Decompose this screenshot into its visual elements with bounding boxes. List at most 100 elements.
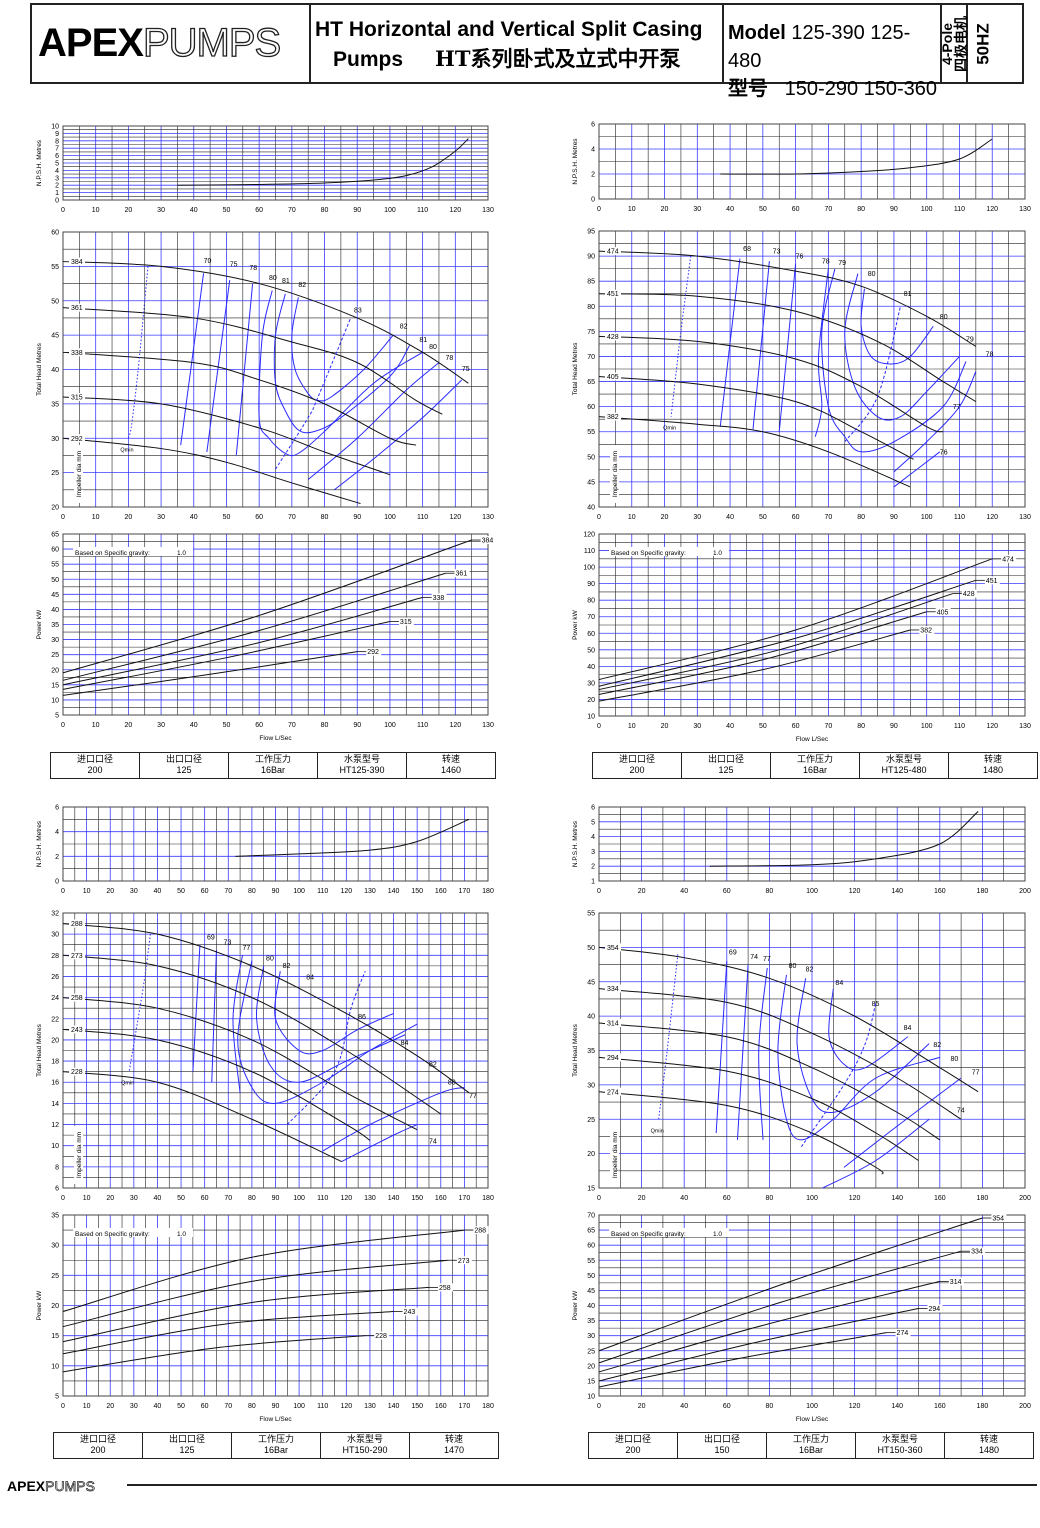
x-tick-label: 0 (597, 1195, 601, 1202)
label-bg (610, 445, 619, 503)
y-tick-label: 45 (587, 979, 595, 986)
x-tick-label: 100 (293, 1403, 305, 1410)
label-bg (437, 1283, 453, 1292)
y-tick-label: 50 (51, 298, 59, 305)
y-tick-label: 25 (51, 652, 59, 659)
label-bg (605, 332, 621, 341)
x-tick-label: 0 (597, 514, 601, 521)
bep-line (286, 970, 366, 1125)
y-tick-label: 25 (51, 470, 59, 477)
x-tick-label: 40 (190, 207, 198, 214)
efficiency-label: 77 (242, 945, 250, 952)
y-tick-label: 60 (51, 230, 59, 237)
x-tick-label: 90 (353, 514, 361, 521)
x-tick-label: 150 (411, 1403, 423, 1410)
spec-value: HT150-360 (877, 1445, 923, 1455)
label-bg (69, 393, 85, 401)
efficiency-label: 82 (933, 1042, 941, 1049)
x-tick-label: 100 (293, 1195, 305, 1202)
x-tick-label: 130 (1019, 514, 1031, 521)
power-curve-228 (62, 1335, 366, 1373)
y-tick-label: 110 (584, 548, 595, 555)
x-tick-label: 160 (435, 888, 447, 895)
efficiency-curve (758, 967, 768, 1140)
label-bg (605, 1019, 621, 1027)
spec-header: 出口口径 (707, 754, 744, 764)
y-tick-label: 50 (587, 1273, 595, 1280)
plot-border (62, 1214, 489, 1397)
power-diameter-label: 294 (929, 1306, 941, 1313)
efficiency-curve (180, 273, 205, 446)
y-tick-label: 35 (587, 1048, 595, 1055)
spec-header: 水泵型号 (881, 1434, 918, 1444)
y-tick-label: 5 (55, 161, 59, 168)
spec-cell: 出口口径 125 (140, 753, 229, 778)
x-tick-label: 70 (224, 1195, 232, 1202)
x-tick-label: 40 (680, 1195, 688, 1202)
x-tick-label: 100 (806, 1195, 818, 1202)
x-tick-label: 20 (124, 722, 132, 729)
head-curve-315 (62, 396, 391, 476)
spec-header: 工作压力 (792, 1434, 829, 1444)
plot-border (598, 230, 1026, 508)
qmin-line (658, 954, 679, 1120)
label-bg (610, 1126, 619, 1184)
x-tick-label: 130 (482, 514, 494, 521)
y-tick-label: 95 (587, 229, 595, 236)
x-tick-label: 40 (190, 514, 198, 521)
impeller-diameter-label: 314 (607, 1021, 619, 1028)
x-tick-label: 120 (449, 722, 461, 729)
x-tick-label: 0 (597, 723, 601, 730)
impeller-diameter-label: 405 (607, 374, 619, 381)
efficiency-curve (273, 293, 410, 434)
spec-cell: 转速 1480 (949, 753, 1037, 778)
y-tick-label: 20 (587, 697, 595, 704)
efficiency-label: 77 (953, 404, 961, 411)
spec-cell: 工作压力 16Bar (767, 1433, 856, 1458)
head-curve-294 (598, 1056, 919, 1161)
y-tick-label: 55 (587, 911, 595, 918)
x-tick-label: 180 (977, 1195, 989, 1202)
y-tick-label: 1 (591, 879, 595, 886)
x-tick-label: 160 (934, 1195, 946, 1202)
label-bg (74, 445, 83, 503)
brand-outline: PUMPS (142, 20, 282, 65)
efficiency-curve (796, 978, 930, 1114)
label-bg (605, 372, 621, 381)
label-bg (1001, 554, 1017, 563)
document-title: HT Horizontal and Vertical Split Casing … (311, 5, 724, 82)
power-curve-314 (598, 1280, 940, 1373)
x-tick-label: 130 (364, 888, 376, 895)
impeller-diameter-label: 382 (607, 414, 619, 421)
x-tick-label: 60 (255, 722, 263, 729)
power-diameter-label: 384 (482, 538, 494, 545)
y-tick-label: 40 (587, 664, 595, 671)
x-tick-label: 10 (628, 514, 636, 521)
y-tick-label: 20 (51, 1303, 59, 1310)
x-tick-label: 130 (1019, 206, 1031, 213)
x-tick-label: 60 (723, 888, 731, 895)
x-tick-label: 160 (435, 1403, 447, 1410)
power-diameter-label: 243 (404, 1309, 416, 1316)
x-tick-label: 170 (459, 888, 471, 895)
head-curve-354 (598, 946, 979, 1093)
x-tick-label: 100 (921, 514, 933, 521)
label-bg (69, 303, 85, 312)
y-tick-label: 40 (51, 367, 59, 374)
x-tick-label: 20 (661, 514, 669, 521)
y-tick-label: 25 (51, 1273, 59, 1280)
plot-border (62, 533, 489, 716)
label-bg (970, 1247, 986, 1256)
spec-cell: 工作压力 16Bar (232, 1433, 321, 1458)
x-tick-label: 40 (154, 1403, 162, 1410)
impeller-diameter-label: 451 (607, 291, 619, 298)
x-tick-label: 50 (759, 514, 767, 521)
label-bg (984, 576, 1000, 585)
efficiency-label: 80 (448, 1079, 456, 1086)
spec-value: 16Bar (802, 765, 828, 775)
plot-border (598, 123, 1026, 200)
y-tick-label: 55 (587, 1258, 595, 1265)
impeller-diameter-label: 384 (71, 259, 83, 266)
x-tick-label: 120 (986, 723, 998, 730)
y-tick-label: 30 (587, 1082, 595, 1089)
